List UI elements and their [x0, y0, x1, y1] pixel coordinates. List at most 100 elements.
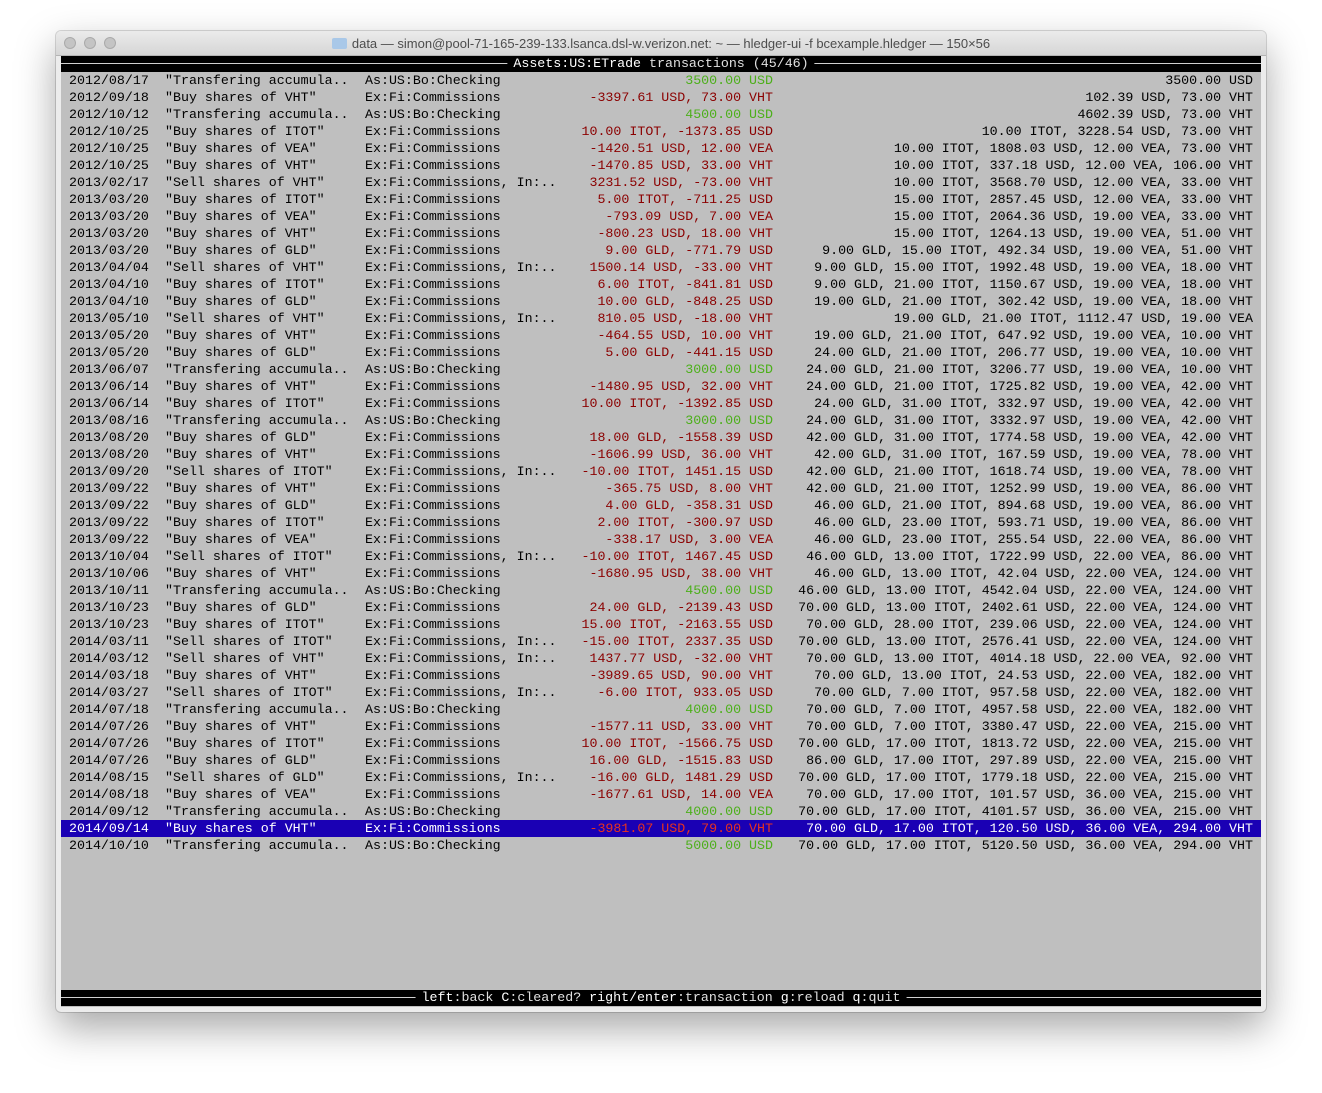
transaction-row[interactable]: 2014/03/18 "Buy shares of VHT" Ex:Fi:Commi… — [61, 667, 1261, 684]
transaction-description: "Buy shares of VHT" — [165, 821, 317, 836]
transaction-row[interactable]: 2013/04/04 "Sell shares of VHT" Ex:Fi:Comm… — [61, 259, 1261, 276]
transaction-row[interactable]: 2013/08/20 "Buy shares of VHT" Ex:Fi:Commi… — [61, 446, 1261, 463]
transaction-row[interactable]: 2013/03/20 "Buy shares of ITOT" Ex:Fi:Comm… — [61, 191, 1261, 208]
other-accounts: Ex:Fi:Commissions, In:.. — [365, 634, 557, 649]
transaction-row[interactable]: 2012/09/18 "Buy shares of VHT" Ex:Fi:Commi… — [61, 89, 1261, 106]
transaction-row[interactable]: 2012/10/12 "Transfering accumula.. As:US:B… — [61, 106, 1261, 123]
transaction-row[interactable]: 2014/03/12 "Sell shares of VHT" Ex:Fi:Comm… — [61, 650, 1261, 667]
running-balance: 24.00 GLD, 21.00 ITOT, 206.77 USD, 19.00… — [814, 345, 1253, 360]
other-accounts: Ex:Fi:Commissions — [365, 141, 501, 156]
transaction-row[interactable]: 2014/07/26 "Buy shares of ITOT" Ex:Fi:Comm… — [61, 735, 1261, 752]
transaction-row[interactable]: 2013/05/20 "Buy shares of VHT" Ex:Fi:Commi… — [61, 327, 1261, 344]
transaction-row[interactable]: 2012/10/25 "Buy shares of ITOT" Ex:Fi:Comm… — [61, 123, 1261, 140]
transaction-row[interactable]: 2013/05/10 "Sell shares of VHT" Ex:Fi:Comm… — [61, 310, 1261, 327]
transaction-description: "Sell shares of VHT" — [165, 311, 325, 326]
transaction-row[interactable]: 2013/10/23 "Buy shares of GLD" Ex:Fi:Commi… — [61, 599, 1261, 616]
other-accounts: As:US:Bo:Checking — [365, 362, 501, 377]
transaction-row[interactable]: 2013/09/20 "Sell shares of ITOT" Ex:Fi:Com… — [61, 463, 1261, 480]
transaction-date: 2014/07/26 — [69, 753, 149, 768]
change-amount: -16.00 GLD, 1481.29 USD — [589, 770, 773, 785]
other-accounts: Ex:Fi:Commissions — [365, 617, 501, 632]
change-amount: -1606.99 USD, 36.00 VHT — [589, 447, 773, 462]
transaction-row[interactable]: 2013/09/22 "Buy shares of VEA" Ex:Fi:Commi… — [61, 531, 1261, 548]
change-amount: -800.23 USD, 18.00 VHT — [597, 226, 773, 241]
other-accounts: Ex:Fi:Commissions, In:.. — [365, 770, 557, 785]
other-accounts: Ex:Fi:Commissions — [365, 328, 501, 343]
transaction-row[interactable]: 2013/03/20 "Buy shares of VHT" Ex:Fi:Commi… — [61, 225, 1261, 242]
other-accounts: Ex:Fi:Commissions — [365, 90, 501, 105]
transaction-row[interactable]: 2014/03/11 "Sell shares of ITOT" Ex:Fi:Com… — [61, 633, 1261, 650]
running-balance: 70.00 GLD, 13.00 ITOT, 2402.61 USD, 22.0… — [798, 600, 1253, 615]
transaction-row[interactable]: 2014/09/12 "Transfering accumula.. As:US:B… — [61, 803, 1261, 820]
transaction-row[interactable]: 2014/07/26 "Buy shares of GLD" Ex:Fi:Commi… — [61, 752, 1261, 769]
change-amount: 2.00 ITOT, -300.97 USD — [597, 515, 773, 530]
zoom-button[interactable] — [104, 37, 116, 49]
transaction-description: "Buy shares of VHT" — [165, 90, 317, 105]
transaction-row[interactable]: 2013/04/10 "Buy shares of ITOT" Ex:Fi:Comm… — [61, 276, 1261, 293]
transaction-row[interactable]: 2013/09/22 "Buy shares of ITOT" Ex:Fi:Comm… — [61, 514, 1261, 531]
minimize-button[interactable] — [84, 37, 96, 49]
transaction-row[interactable]: 2012/10/25 "Buy shares of VHT" Ex:Fi:Commi… — [61, 157, 1261, 174]
transaction-description: "Buy shares of VEA" — [165, 141, 317, 156]
other-accounts: Ex:Fi:Commissions — [365, 209, 501, 224]
transaction-row[interactable]: 2013/10/23 "Buy shares of ITOT" Ex:Fi:Comm… — [61, 616, 1261, 633]
transaction-row[interactable]: 2014/08/18 "Buy shares of VEA" Ex:Fi:Commi… — [61, 786, 1261, 803]
transaction-row-selected[interactable]: 2014/09/14 "Buy shares of VHT" Ex:Fi:Commi… — [61, 820, 1261, 837]
change-amount: -15.00 ITOT, 2337.35 USD — [581, 634, 773, 649]
transaction-list[interactable]: 2012/08/17 "Transfering accumula.. As:US:B… — [61, 72, 1261, 854]
change-amount: -10.00 ITOT, 1451.15 USD — [581, 464, 773, 479]
transaction-row[interactable]: 2014/03/27 "Sell shares of ITOT" Ex:Fi:Com… — [61, 684, 1261, 701]
running-balance: 4602.39 USD, 73.00 VHT — [1077, 107, 1253, 122]
transaction-row[interactable]: 2013/06/14 "Buy shares of ITOT" Ex:Fi:Comm… — [61, 395, 1261, 412]
close-button[interactable] — [64, 37, 76, 49]
transaction-row[interactable]: 2013/05/20 "Buy shares of GLD" Ex:Fi:Commi… — [61, 344, 1261, 361]
change-amount: -1420.51 USD, 12.00 VEA — [589, 141, 773, 156]
transaction-row[interactable]: 2013/02/17 "Sell shares of VHT" Ex:Fi:Comm… — [61, 174, 1261, 191]
transaction-row[interactable]: 2012/10/25 "Buy shares of VEA" Ex:Fi:Commi… — [61, 140, 1261, 157]
transaction-row[interactable]: 2014/08/15 "Sell shares of GLD" Ex:Fi:Comm… — [61, 769, 1261, 786]
running-balance: 46.00 GLD, 23.00 ITOT, 255.54 USD, 22.00… — [814, 532, 1253, 547]
transaction-row[interactable]: 2014/07/26 "Buy shares of VHT" Ex:Fi:Commi… — [61, 718, 1261, 735]
change-amount: -10.00 ITOT, 1467.45 USD — [581, 549, 773, 564]
transaction-description: "Buy shares of VHT" — [165, 328, 317, 343]
transaction-date: 2013/05/20 — [69, 345, 149, 360]
transaction-row[interactable]: 2013/03/20 "Buy shares of VEA" Ex:Fi:Commi… — [61, 208, 1261, 225]
transaction-row[interactable]: 2013/09/22 "Buy shares of VHT" Ex:Fi:Commi… — [61, 480, 1261, 497]
running-balance: 19.00 GLD, 21.00 ITOT, 1112.47 USD, 19.0… — [893, 311, 1253, 326]
running-balance: 46.00 GLD, 13.00 ITOT, 1722.99 USD, 22.0… — [806, 549, 1253, 564]
change-amount: -793.09 USD, 7.00 VEA — [605, 209, 773, 224]
transaction-row[interactable]: 2014/10/10 "Transfering accumula.. As:US:B… — [61, 837, 1261, 854]
transaction-row[interactable]: 2013/03/20 "Buy shares of GLD" Ex:Fi:Commi… — [61, 242, 1261, 259]
other-accounts: Ex:Fi:Commissions, In:.. — [365, 175, 557, 190]
running-balance: 70.00 GLD, 17.00 ITOT, 120.50 USD, 36.00… — [806, 821, 1253, 836]
transaction-date: 2013/09/22 — [69, 532, 149, 547]
transaction-description: "Sell shares of ITOT" — [165, 549, 333, 564]
transaction-row[interactable]: 2013/08/16 "Transfering accumula.. As:US:B… — [61, 412, 1261, 429]
transaction-row[interactable]: 2013/04/10 "Buy shares of GLD" Ex:Fi:Commi… — [61, 293, 1261, 310]
transaction-row[interactable]: 2013/09/22 "Buy shares of GLD" Ex:Fi:Commi… — [61, 497, 1261, 514]
other-accounts: As:US:Bo:Checking — [365, 107, 501, 122]
transaction-row[interactable]: 2013/06/07 "Transfering accumula.. As:US:B… — [61, 361, 1261, 378]
transaction-row[interactable]: 2012/08/17 "Transfering accumula.. As:US:B… — [61, 72, 1261, 89]
transaction-date: 2012/10/12 — [69, 107, 149, 122]
other-accounts: As:US:Bo:Checking — [365, 702, 501, 717]
transaction-row[interactable]: 2013/10/04 "Sell shares of ITOT" Ex:Fi:Com… — [61, 548, 1261, 565]
running-balance: 3500.00 USD — [1165, 73, 1253, 88]
transaction-description: "Buy shares of VHT" — [165, 481, 317, 496]
transaction-date: 2014/08/18 — [69, 787, 149, 802]
transaction-row[interactable]: 2013/08/20 "Buy shares of GLD" Ex:Fi:Commi… — [61, 429, 1261, 446]
transaction-date: 2013/03/20 — [69, 209, 149, 224]
terminal-screen[interactable]: Assets:US:ETrade transactions (45/46) 20… — [61, 56, 1261, 1007]
transaction-description: "Transfering accumula.. — [165, 362, 349, 377]
change-amount: 9.00 GLD, -771.79 USD — [605, 243, 773, 258]
transaction-row[interactable]: 2014/07/18 "Transfering accumula.. As:US:B… — [61, 701, 1261, 718]
running-balance: 70.00 GLD, 17.00 ITOT, 1813.72 USD, 22.0… — [798, 736, 1253, 751]
transaction-date: 2013/08/20 — [69, 447, 149, 462]
other-accounts: Ex:Fi:Commissions, In:.. — [365, 685, 557, 700]
running-balance: 15.00 ITOT, 2857.45 USD, 12.00 VEA, 33.0… — [893, 192, 1253, 207]
transaction-row[interactable]: 2013/10/11 "Transfering accumula.. As:US:B… — [61, 582, 1261, 599]
transaction-date: 2013/05/10 — [69, 311, 149, 326]
transaction-row[interactable]: 2013/06/14 "Buy shares of VHT" Ex:Fi:Commi… — [61, 378, 1261, 395]
transaction-row[interactable]: 2013/10/06 "Buy shares of VHT" Ex:Fi:Commi… — [61, 565, 1261, 582]
change-amount: -3397.61 USD, 73.00 VHT — [589, 90, 773, 105]
